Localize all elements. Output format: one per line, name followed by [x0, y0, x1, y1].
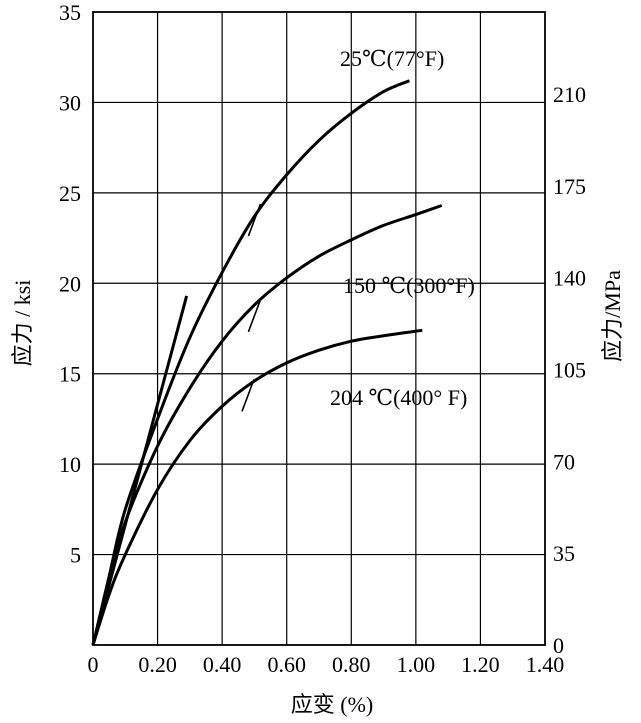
curve-label-204c: 204 ℃(400° F) — [330, 385, 467, 410]
x-tick-label: 0.40 — [203, 652, 242, 677]
curve-label-25c: 25℃(77°F) — [340, 46, 444, 71]
y2-tick-label: 35 — [553, 541, 575, 566]
y-tick-label: 20 — [59, 271, 81, 296]
x-tick-label: 1.00 — [397, 652, 436, 677]
x-axis-ticks: 0 0.20 0.40 0.60 0.80 1.00 1.20 1.40 — [88, 652, 565, 677]
y-tick-label: 5 — [70, 543, 81, 568]
y-tick-label: 10 — [59, 452, 81, 477]
y2-tick-label: 210 — [553, 82, 586, 107]
curve-204c-yield-mark — [241, 379, 255, 412]
curve-25c-yield-mark — [247, 203, 262, 237]
x-tick-label: 0.80 — [332, 652, 371, 677]
x-tick-label: 0.60 — [267, 652, 306, 677]
y-tick-label: 30 — [59, 90, 81, 115]
y2-tick-label: 140 — [553, 266, 586, 291]
y2-axis-title: 应力/MPa — [600, 270, 625, 362]
x-tick-label: 1.20 — [461, 652, 500, 677]
grid — [92, 11, 546, 646]
y-axis-title: 应力 / ksi — [10, 280, 35, 367]
curve-label-150c: 150 ℃(300°F) — [343, 273, 475, 298]
y-axis-ticks: 5 10 15 20 25 30 35 — [59, 0, 81, 568]
y-tick-label: 35 — [59, 0, 81, 25]
y2-tick-label: 0 — [553, 633, 564, 658]
y2-tick-label: 105 — [553, 358, 586, 383]
curve-150c-yield-mark — [247, 299, 262, 333]
x-tick-label: 1.40 — [526, 652, 565, 677]
y-tick-label: 25 — [59, 181, 81, 206]
x-tick-label: 0 — [88, 652, 99, 677]
y2-tick-label: 175 — [553, 174, 586, 199]
y-tick-label: 15 — [59, 362, 81, 387]
curve-204c — [91, 328, 423, 646]
x-tick-label: 0.20 — [138, 652, 177, 677]
plot-frame — [92, 11, 546, 646]
y2-axis-ticks: 0 35 70 105 140 175 210 — [553, 82, 586, 658]
y2-tick-label: 70 — [553, 449, 575, 474]
x-axis-title: 应变 (%) — [291, 692, 373, 717]
curves — [91, 79, 443, 646]
curve-25c — [91, 79, 410, 646]
curve-150c — [91, 204, 443, 646]
curve-initial-slope — [91, 295, 189, 646]
